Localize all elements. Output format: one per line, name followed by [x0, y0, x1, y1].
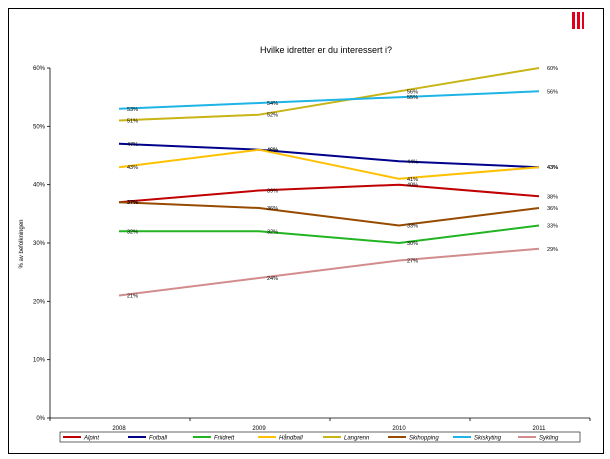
series-line-friidrett [119, 224, 540, 244]
data-label: 37% [127, 200, 138, 206]
legend-label: Skihopping [409, 436, 439, 442]
data-label: 43% [547, 165, 558, 171]
series-line-fotball [118, 142, 540, 169]
data-label: 32% [127, 229, 138, 235]
data-label: 27% [407, 259, 418, 265]
legend-label: Sykling [539, 436, 559, 442]
data-label: 56% [407, 89, 418, 95]
data-label: 30% [407, 241, 418, 247]
data-label: 40% [407, 183, 418, 189]
data-label: 44% [407, 159, 418, 165]
legend-label: Langrenn [344, 436, 370, 442]
series-line-håndball [118, 148, 540, 180]
data-label: 33% [407, 224, 418, 230]
data-label: 37% [127, 200, 138, 206]
data-label: 47% [127, 142, 138, 148]
data-label: 52% [267, 113, 278, 119]
data-label: 53% [127, 107, 138, 113]
logo-bar [572, 12, 575, 29]
data-label: 60% [547, 66, 558, 72]
series-line-skihopping [118, 201, 540, 227]
data-label: 39% [267, 189, 278, 195]
chart-title: Hvilke idretter er du interessert i? [260, 45, 392, 55]
chart-frame [8, 8, 604, 454]
series-line-sykling [118, 247, 540, 297]
legend-label: Håndball [279, 435, 303, 442]
data-label: 41% [407, 177, 418, 183]
y-tick-label: 20% [33, 299, 46, 305]
data-label: 56% [547, 89, 558, 95]
series-line-skiskyting [118, 90, 540, 110]
series-line-langrenn [118, 67, 540, 122]
data-label: 36% [267, 206, 278, 212]
x-tick-label: 2008 [112, 426, 126, 432]
data-label: 33% [547, 224, 558, 230]
legend: Alpint Fotball Friidrett Håndball Langrenn Sk… [59, 431, 581, 443]
x-tick-label: 2011 [533, 426, 547, 432]
legend-label: Skiskyting [474, 436, 502, 442]
data-label: 43% [127, 165, 138, 171]
x-tick-label: 2010 [392, 426, 406, 432]
data-label: 24% [267, 276, 278, 282]
data-label: 21% [127, 294, 138, 300]
y-tick-label: 50% [33, 124, 46, 130]
data-label: 43% [547, 165, 558, 171]
legend-label: Fotball [149, 436, 168, 442]
legend-box [59, 431, 581, 443]
series-line-alpint [118, 183, 540, 204]
y-tick-label: 30% [33, 241, 46, 247]
data-label: 46% [267, 148, 278, 154]
legend-label: Alpint [83, 436, 99, 442]
y-axis-label: % av befolkningen [19, 219, 25, 268]
brand-logo [572, 12, 584, 29]
y-tick-label: 60% [33, 66, 46, 72]
data-label: 54% [267, 101, 278, 107]
logo-bar [577, 12, 580, 29]
data-label: 36% [547, 206, 558, 212]
axes: 0% 10% 20% 30% 40% 50% 60% 2008 2009 2010 2011 [33, 66, 591, 432]
data-label: 51% [127, 119, 138, 125]
y-tick-label: 0% [36, 416, 45, 422]
data-label: 32% [267, 229, 278, 235]
y-tick-label: 10% [33, 358, 46, 364]
point-labels: 37% 39% 40% 38% 47% 46% 44% 43% 32% 32% 30% 33% 43% 4… [127, 66, 558, 300]
data-label: 38% [547, 194, 558, 200]
x-tick-label: 2009 [252, 426, 266, 432]
legend-label: Friidrett [214, 436, 235, 442]
logo-bar [582, 12, 584, 29]
data-label: 46% [267, 148, 278, 154]
y-tick-label: 40% [33, 183, 46, 189]
series-lines [118, 67, 540, 297]
data-label: 29% [547, 247, 558, 253]
data-label: 55% [407, 95, 418, 101]
